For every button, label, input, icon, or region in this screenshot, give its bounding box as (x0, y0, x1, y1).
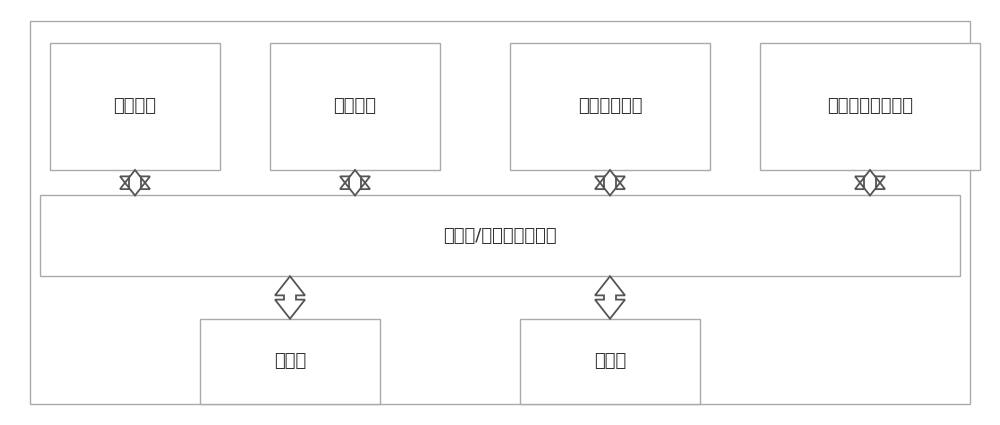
Polygon shape (120, 170, 150, 196)
Text: 充电桩/储能柜注册模块: 充电桩/储能柜注册模块 (443, 227, 557, 245)
Bar (510, 42, 710, 170)
Text: 用电管理模块: 用电管理模块 (578, 97, 642, 115)
Polygon shape (340, 170, 370, 196)
Bar (270, 42, 440, 170)
Text: 充电桩: 充电桩 (274, 352, 306, 370)
Polygon shape (595, 170, 625, 196)
Bar (520, 319, 700, 404)
Polygon shape (595, 276, 625, 319)
Text: 储能柜: 储能柜 (594, 352, 626, 370)
Polygon shape (275, 276, 305, 319)
Polygon shape (855, 170, 885, 196)
Bar (50, 42, 220, 170)
Bar (200, 319, 380, 404)
Bar (40, 196, 960, 276)
Text: 购电模块: 购电模块 (114, 97, 156, 115)
Bar (760, 42, 980, 170)
Text: 储能调度管理模块: 储能调度管理模块 (827, 97, 913, 115)
Text: 调度模块: 调度模块 (334, 97, 377, 115)
